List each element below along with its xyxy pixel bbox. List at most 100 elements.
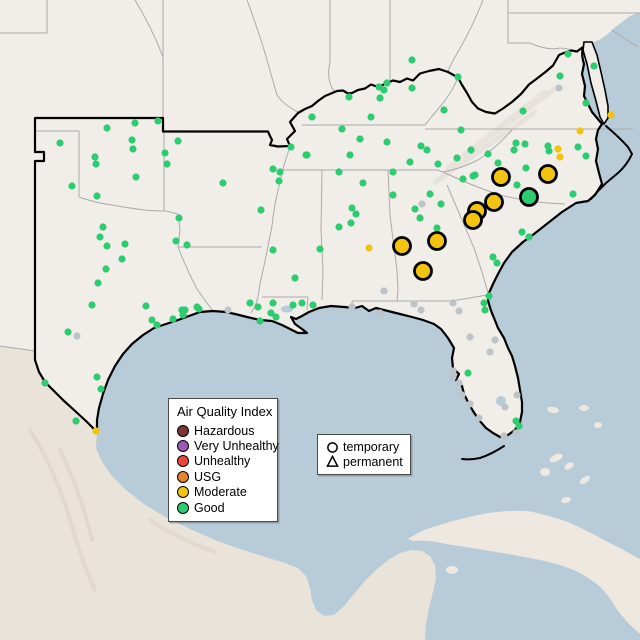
- station-marker-small: [449, 299, 457, 307]
- station-marker-small: [501, 403, 509, 411]
- station-marker-small: [489, 253, 497, 261]
- station-marker-small: [289, 301, 297, 309]
- station-type-legend: temporary permanent: [317, 434, 411, 475]
- station-type-legend-item: temporary: [326, 440, 404, 455]
- land-bahamas: [540, 405, 602, 504]
- station-marker-small: [417, 142, 425, 150]
- station-marker-small: [480, 299, 488, 307]
- station-marker-small: [555, 84, 563, 92]
- station-marker-small: [103, 242, 111, 250]
- station-marker-small: [418, 200, 426, 208]
- station-marker-small: [408, 56, 416, 64]
- station-marker-temporary-large: [538, 164, 558, 184]
- station-marker-temporary-large: [463, 210, 483, 230]
- station-marker-small: [56, 139, 64, 147]
- station-marker-small: [257, 206, 265, 214]
- station-marker-small: [449, 367, 457, 375]
- aqi-swatch-icon: [177, 424, 189, 437]
- station-markers: [41, 50, 615, 440]
- station-marker-small: [72, 417, 80, 425]
- aqi-swatch-icon: [177, 501, 189, 514]
- station-marker-small: [175, 214, 183, 222]
- station-marker-small: [287, 143, 295, 151]
- station-marker-small: [345, 93, 353, 101]
- aqi-legend-item: Unhealthy: [177, 454, 271, 469]
- station-marker-small: [440, 106, 448, 114]
- station-marker-small: [545, 147, 553, 155]
- station-marker-small: [437, 200, 445, 208]
- station-marker-small: [132, 173, 140, 181]
- station-marker-small: [103, 124, 111, 132]
- station-marker-small: [254, 303, 262, 311]
- station-marker-temporary-large: [427, 231, 447, 251]
- station-marker-small: [92, 427, 100, 435]
- aqi-legend-label: USG: [194, 469, 222, 484]
- station-marker-small: [352, 210, 360, 218]
- station-marker-small: [224, 306, 232, 314]
- station-marker-small: [96, 233, 104, 241]
- station-marker-small: [121, 240, 129, 248]
- aqi-legend-label: Moderate: [194, 485, 247, 500]
- station-marker-small: [582, 99, 590, 107]
- station-marker-small: [64, 328, 72, 336]
- lake-pontchartrain: [281, 305, 293, 313]
- station-marker-small: [518, 228, 526, 236]
- station-marker-small: [513, 391, 521, 399]
- land-delmarva: [582, 41, 609, 126]
- station-marker-small: [298, 299, 306, 307]
- station-marker-small: [453, 154, 461, 162]
- station-marker-small: [380, 86, 388, 94]
- station-marker-small: [564, 50, 572, 58]
- station-marker-small: [512, 139, 520, 147]
- station-marker-small: [269, 246, 277, 254]
- station-marker-small: [92, 160, 100, 168]
- station-marker-small: [272, 313, 280, 321]
- station-marker-small: [512, 429, 520, 437]
- aqi-swatch-icon: [177, 440, 189, 453]
- station-marker-small: [102, 265, 110, 273]
- station-marker-small: [491, 336, 499, 344]
- station-marker-small: [256, 317, 264, 325]
- station-marker-small: [316, 245, 324, 253]
- lake-okeechobee: [496, 396, 506, 406]
- station-marker-small: [308, 113, 316, 121]
- station-marker-small: [347, 219, 355, 227]
- aqi-legend-label: Hazardous: [194, 423, 255, 438]
- station-marker-small: [303, 151, 311, 159]
- aqi-swatch-icon: [177, 486, 189, 499]
- station-marker-small: [417, 306, 425, 314]
- station-marker-small: [41, 379, 49, 387]
- circle-symbol-icon: [327, 441, 338, 453]
- station-marker-small: [433, 224, 441, 232]
- station-marker-small: [154, 117, 162, 125]
- station-marker-small: [219, 179, 227, 187]
- station-marker-small: [464, 369, 472, 377]
- station-marker-small: [426, 190, 434, 198]
- station-marker-small: [458, 391, 466, 399]
- station-marker-small: [510, 146, 518, 154]
- aqi-legend-item: USG: [177, 469, 271, 484]
- station-marker-small: [494, 159, 502, 167]
- station-marker-small: [449, 373, 457, 381]
- station-marker-small: [153, 321, 161, 329]
- state-borders: [0, 0, 640, 352]
- station-marker-small: [556, 72, 564, 80]
- station-marker-temporary-large: [491, 167, 511, 187]
- station-marker-temporary-large: [484, 192, 504, 212]
- station-marker-small: [91, 153, 99, 161]
- station-marker-small: [408, 84, 416, 92]
- station-marker-small: [515, 422, 523, 430]
- station-marker-small: [174, 137, 182, 145]
- station-marker-temporary-large: [519, 187, 539, 207]
- station-marker-small: [309, 301, 317, 309]
- station-marker-small: [346, 151, 354, 159]
- station-marker-small: [574, 143, 582, 151]
- station-marker-small: [493, 259, 501, 267]
- station-marker-small: [569, 190, 577, 198]
- station-marker-small: [519, 107, 527, 115]
- station-type-legend-items: temporary permanent: [326, 440, 404, 469]
- station-marker-small: [484, 150, 492, 158]
- station-marker-small: [455, 307, 463, 315]
- station-marker-small: [467, 146, 475, 154]
